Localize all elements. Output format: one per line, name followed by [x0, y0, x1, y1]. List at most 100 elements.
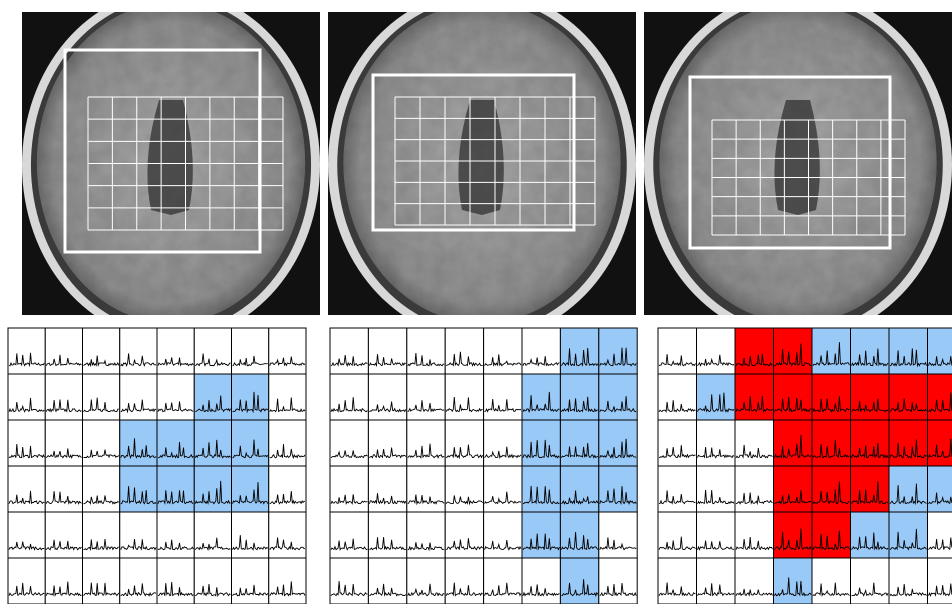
voxel-cell [889, 466, 928, 512]
voxel-cell [735, 558, 774, 604]
voxel-cell [851, 374, 890, 420]
voxel-cell [194, 558, 231, 604]
voxel-cell [232, 558, 269, 604]
voxel-cell [83, 420, 120, 466]
voxel-cell [330, 512, 368, 558]
voxel-cell [45, 374, 82, 420]
voxel-cell [194, 374, 231, 420]
voxel-cell [889, 420, 928, 466]
voxel-cell [8, 420, 45, 466]
voxel-cell [120, 512, 157, 558]
voxel-cell [522, 558, 560, 604]
voxel-cell [599, 374, 637, 420]
voxel-cell [8, 558, 45, 604]
voxel-cell [560, 558, 598, 604]
voxel-cell [774, 420, 813, 466]
voxel-cell [120, 374, 157, 420]
voxel-cell [928, 420, 952, 466]
voxel-cell [445, 420, 483, 466]
voxel-cell [83, 328, 120, 374]
voxel-cell [445, 328, 483, 374]
voxel-cell [774, 558, 813, 604]
voxel-cell [232, 374, 269, 420]
voxel-cell [330, 374, 368, 420]
voxel-cell [232, 512, 269, 558]
voxel-cell [45, 512, 82, 558]
voxel-cell [774, 512, 813, 558]
voxel-cell [83, 374, 120, 420]
voxel-cell [45, 328, 82, 374]
voxel-cell [368, 374, 406, 420]
voxel-cell [735, 374, 774, 420]
voxel-cell [120, 466, 157, 512]
voxel-cell [851, 328, 890, 374]
voxel-cell [445, 558, 483, 604]
voxel-cell [269, 328, 306, 374]
voxel-cell [522, 512, 560, 558]
voxel-cell [851, 466, 890, 512]
voxel-cell [83, 466, 120, 512]
voxel-cell [232, 466, 269, 512]
voxel-cell [232, 328, 269, 374]
voxel-cell [812, 558, 851, 604]
voxel-cell [735, 420, 774, 466]
voxel-cell [484, 558, 522, 604]
voxel-cell [484, 328, 522, 374]
voxel-cell [522, 466, 560, 512]
voxel-cell [157, 558, 194, 604]
figure [0, 0, 952, 604]
voxel-cell [368, 328, 406, 374]
voxel-cell [697, 420, 736, 466]
voxel-cell [269, 374, 306, 420]
voxel-cell [697, 328, 736, 374]
voxel-cell [599, 466, 637, 512]
voxel-cell [45, 466, 82, 512]
voxel-cell [697, 466, 736, 512]
voxel-cell [658, 420, 697, 466]
voxel-cell [560, 328, 598, 374]
voxel-cell [45, 558, 82, 604]
voxel-cell [157, 374, 194, 420]
voxel-cell [560, 466, 598, 512]
voxel-cell [8, 512, 45, 558]
voxel-cell [368, 558, 406, 604]
voxel-cell [889, 558, 928, 604]
voxel-cell [658, 558, 697, 604]
voxel-cell [8, 328, 45, 374]
voxel-cell [407, 374, 445, 420]
voxel-cell [735, 328, 774, 374]
voxel-cell [157, 420, 194, 466]
voxel-cell [774, 466, 813, 512]
spectra-grids [8, 328, 952, 604]
voxel-cell [194, 328, 231, 374]
voxel-cell [774, 374, 813, 420]
voxel-cell [484, 420, 522, 466]
voxel-cell [851, 558, 890, 604]
voxel-cell [269, 466, 306, 512]
voxel-cell [889, 374, 928, 420]
voxel-cell [407, 328, 445, 374]
voxel-cell [599, 420, 637, 466]
voxel-cell [445, 374, 483, 420]
voxel-cell [368, 512, 406, 558]
voxel-cell [522, 420, 560, 466]
voxel-cell [812, 466, 851, 512]
voxel-cell [368, 420, 406, 466]
voxel-cell [157, 328, 194, 374]
voxel-cell [330, 466, 368, 512]
voxel-cell [812, 328, 851, 374]
voxel-cell [83, 558, 120, 604]
voxel-cell [599, 558, 637, 604]
voxel-cell [194, 512, 231, 558]
mri-slice [22, 0, 320, 340]
voxel-cell [735, 512, 774, 558]
voxel-cell [812, 512, 851, 558]
mri-slice [328, 0, 636, 340]
voxel-cell [697, 558, 736, 604]
voxel-cell [484, 466, 522, 512]
voxel-cell [812, 374, 851, 420]
voxel-cell [928, 374, 952, 420]
spectra-panel [658, 328, 952, 604]
voxel-cell [368, 466, 406, 512]
voxel-cell [851, 420, 890, 466]
